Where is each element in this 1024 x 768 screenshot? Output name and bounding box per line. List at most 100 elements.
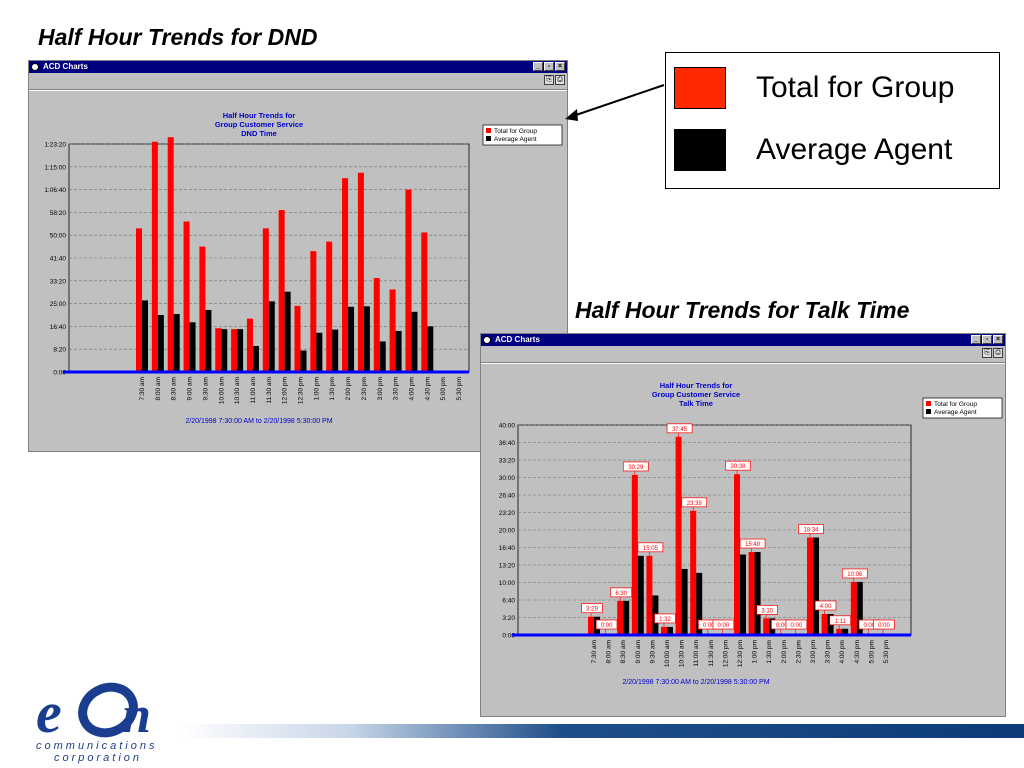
x-tick-label: 12:30 pm: [737, 640, 744, 667]
y-tick-label: 6:40: [502, 598, 515, 605]
data-label-box: [622, 461, 649, 472]
x-tick-label: 1:30 pm: [329, 377, 336, 401]
bar-total: [310, 251, 317, 372]
bar-average: [300, 350, 307, 372]
bar-average: [623, 600, 630, 635]
bar-average: [667, 626, 673, 635]
bar-total: [246, 318, 253, 372]
close-button[interactable]: ×: [555, 62, 565, 71]
bar-total: [278, 210, 285, 372]
copy-icon[interactable]: ⎘: [544, 75, 554, 85]
bar-total: [661, 626, 667, 635]
y-tick-label: 58:20: [50, 210, 67, 217]
bar-average: [363, 306, 370, 372]
legend-swatch-average: [674, 129, 726, 171]
bar-total: [357, 172, 364, 372]
y-tick-label: 3:20: [502, 615, 515, 622]
bar-total: [690, 510, 697, 635]
window-titlebar[interactable]: ACD Charts _ ▫ ×: [29, 61, 567, 73]
x-tick-label: 5:30 pm: [456, 377, 463, 401]
x-tick-label: 3:30 pm: [393, 377, 400, 401]
bar-total: [167, 137, 174, 372]
chart-legend-box: [482, 124, 563, 146]
bar-total: [421, 232, 428, 372]
bar-total: [807, 537, 813, 635]
x-tick-label: 4:30 pm: [424, 377, 431, 401]
dnd-slide-title: Half Hour Trends for DND: [38, 24, 318, 50]
data-label: 3:10: [761, 608, 773, 614]
bar-total: [763, 618, 770, 635]
y-tick-label: 16:40: [50, 324, 67, 331]
bar-total: [734, 474, 740, 635]
x-tick-label: 8:30 am: [620, 640, 627, 664]
chart-legend-swatch: [926, 409, 931, 414]
bar-total: [405, 189, 412, 372]
print-icon[interactable]: ⎙: [555, 75, 565, 85]
chart-title-line: Talk Time: [679, 399, 713, 408]
copy-icon[interactable]: ⎘: [982, 348, 992, 358]
chart-legend-box: [922, 397, 1003, 419]
legend-swatch-total: [674, 67, 726, 109]
data-label-box: [829, 615, 851, 626]
eon-logo-mark: e n: [36, 680, 151, 740]
chart-legend-swatch: [926, 401, 931, 406]
date-range-label: 2/20/1998 7:30:00 AM to 2/20/1998 5:30:0…: [622, 679, 769, 686]
close-button[interactable]: ×: [993, 335, 1003, 344]
x-tick-label: 1:00 pm: [752, 640, 759, 664]
x-tick-label: 8:30 am: [171, 377, 178, 401]
bar-average: [842, 628, 849, 635]
chart-legend-label: Total for Group: [934, 401, 977, 408]
x-tick-label: 4:00 pm: [408, 377, 415, 401]
minimize-button[interactable]: _: [971, 335, 981, 344]
y-tick-label: 25:00: [50, 301, 67, 308]
data-label: 1:11: [835, 619, 847, 625]
x-tick-label: 10:30 am: [234, 377, 241, 404]
bar-total: [199, 246, 206, 372]
data-label: 18:34: [803, 528, 819, 534]
talk-chart-window: ACD Charts _ ▫ × ⎘ ⎙ Half Hour Trends fo…: [480, 333, 1006, 717]
data-label: 4:00: [820, 604, 832, 610]
x-tick-label: 5:00 pm: [868, 640, 875, 664]
x-tick-label: 2:30 pm: [795, 640, 802, 664]
bar-total: [588, 616, 594, 635]
bar-average: [348, 306, 355, 372]
bar-total: [183, 221, 190, 372]
bar-average: [411, 311, 418, 372]
bar-total: [389, 289, 396, 372]
maximize-button[interactable]: ▫: [982, 335, 992, 344]
data-label: 0:00: [718, 623, 730, 629]
data-label: 0:00: [878, 623, 890, 629]
window-title: ACD Charts: [495, 335, 540, 344]
bar-total: [675, 436, 682, 635]
bar-average: [284, 291, 291, 372]
minimize-button[interactable]: _: [533, 62, 543, 71]
chart-title-line: Half Hour Trends for: [660, 381, 733, 390]
bar-total: [836, 628, 843, 635]
chart-title-line: Group Customer Service: [215, 120, 303, 129]
chart-title-line: DND Time: [241, 129, 277, 138]
x-tick-label: 2:00 pm: [345, 377, 352, 401]
x-tick-label: 9:30 am: [649, 640, 656, 664]
data-label-box: [595, 619, 618, 630]
data-label: 23:39: [687, 501, 703, 507]
y-tick-label: 30:00: [499, 475, 516, 482]
bar-total: [617, 600, 624, 635]
x-tick-label: 11:00 am: [693, 640, 700, 667]
data-label-box: [581, 603, 603, 614]
bar-total: [850, 581, 857, 635]
data-label-box: [654, 613, 676, 624]
x-tick-label: 12:00 pm: [282, 377, 289, 404]
x-tick-label: 11:00 am: [250, 377, 257, 404]
window-titlebar[interactable]: ACD Charts _ ▫ ×: [481, 334, 1005, 346]
print-icon[interactable]: ⎙: [993, 348, 1003, 358]
maximize-button[interactable]: ▫: [544, 62, 554, 71]
y-tick-label: 33:20: [50, 278, 67, 285]
bar-average: [754, 552, 761, 635]
date-range-label: 2/20/1998 7:30:00 AM to 2/20/1998 5:30:0…: [185, 418, 332, 425]
chart-legend-label: Total for Group: [494, 128, 537, 135]
bar-total: [262, 228, 269, 372]
y-tick-label: 0:00: [502, 633, 515, 640]
footer-gradient-bar: [180, 724, 1024, 738]
x-tick-label: 10:30 am: [679, 640, 686, 667]
